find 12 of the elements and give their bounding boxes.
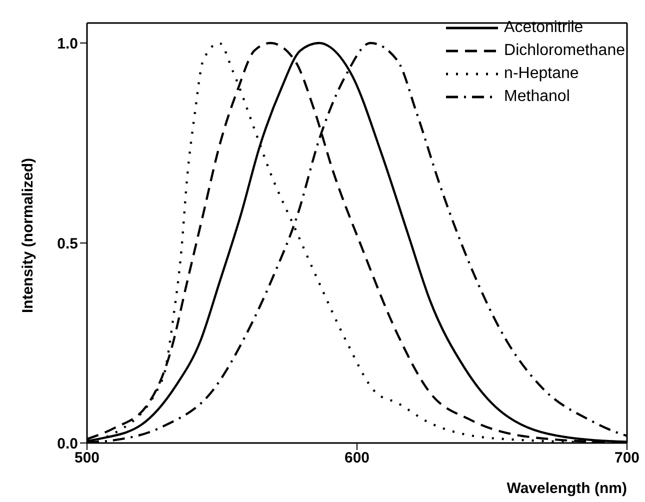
x-tick-label: 500: [74, 450, 100, 467]
legend-label: Dichloromethane: [504, 42, 625, 60]
legend-label: n-Heptane: [504, 64, 579, 82]
x-tick-label: 700: [614, 450, 640, 467]
legend-label: Acetonitrile: [504, 18, 584, 36]
y-tick-label: 1.0: [57, 35, 78, 52]
y-axis-title: Intensity (normalized): [19, 158, 36, 313]
legend-label: Methanol: [504, 88, 570, 106]
y-tick-label: 0.0: [57, 435, 78, 452]
x-axis-title: Wavelength (nm): [506, 480, 627, 497]
y-tick-label: 0.5: [57, 235, 78, 252]
x-tick-label: 600: [344, 450, 370, 467]
